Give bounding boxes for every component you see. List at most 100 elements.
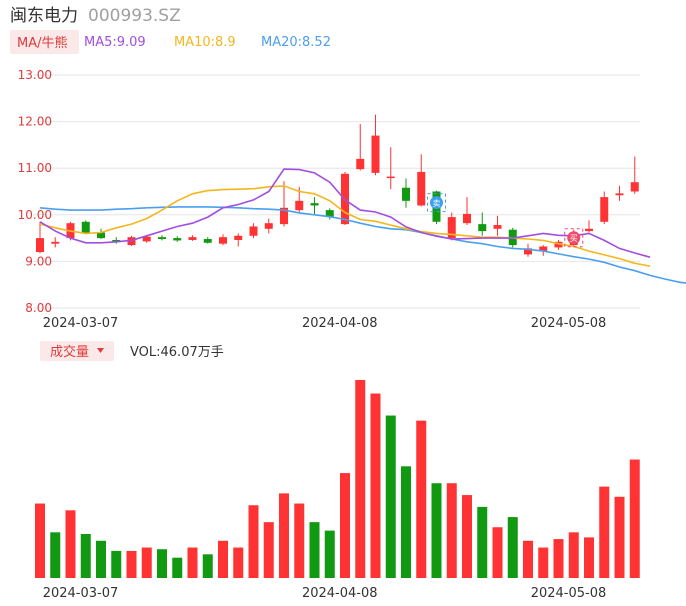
- candle-body: [81, 221, 90, 233]
- y-tick-label: 8.00: [25, 301, 52, 315]
- candle-body: [630, 182, 639, 192]
- volume-bar: [416, 420, 427, 578]
- price-gridlines: [33, 74, 640, 309]
- volume-bar: [141, 547, 152, 578]
- candlestick-series: [36, 114, 639, 257]
- volume-x-axis: 2024-03-07 2024-04-08 2024-05-08: [43, 586, 607, 601]
- candle-body: [356, 158, 365, 170]
- candle-body: [97, 232, 105, 239]
- candle-body: [447, 217, 456, 239]
- marker-label: 卖: [433, 199, 441, 208]
- price-x-axis: 2024-03-07 2024-04-08 2024-05-08: [43, 316, 607, 331]
- y-tick-label: 13.00: [18, 68, 52, 82]
- volume-bar: [35, 503, 45, 578]
- stock-name: 闽东电力: [10, 6, 78, 26]
- candle-body: [402, 187, 410, 201]
- candle-body: [524, 248, 532, 255]
- y-tick-label: 10.00: [18, 208, 52, 222]
- x-tick-label: 2024-05-08: [531, 316, 607, 331]
- candle-body: [539, 246, 548, 252]
- volume-bar: [523, 540, 533, 578]
- candle-body: [112, 239, 121, 242]
- volume-bar: [96, 540, 106, 578]
- volume-bar: [294, 503, 305, 578]
- volume-bar: [401, 466, 411, 578]
- volume-bar: [584, 537, 594, 578]
- volume-bar: [111, 550, 122, 578]
- volume-bar: [340, 473, 350, 578]
- marker-dot: [430, 196, 443, 210]
- volume-bar: [309, 522, 320, 578]
- volume-bar: [477, 506, 488, 578]
- volume-bar: [263, 522, 274, 578]
- volume-bar: [355, 380, 366, 578]
- volume-bar: [446, 483, 457, 578]
- x-tick-label: 2024-03-07: [43, 586, 119, 601]
- y-tick-label: 12.00: [18, 115, 52, 129]
- candle-body: [36, 238, 44, 253]
- candle-body: [386, 176, 395, 179]
- candle-body: [280, 207, 288, 225]
- volume-bar: [172, 557, 183, 578]
- ma5-line: [39, 168, 651, 258]
- ma5-legend: MA5:9.09: [84, 35, 146, 50]
- volume-bar: [370, 393, 381, 578]
- volume-selector-label[interactable]: 成交量: [50, 344, 89, 360]
- volume-bar: [202, 554, 213, 578]
- marker-label: 买: [570, 234, 578, 243]
- ma20-legend: MA20:8.52: [261, 35, 331, 50]
- volume-bar: [279, 493, 289, 578]
- volume-bar: [507, 517, 518, 578]
- candle-body: [158, 237, 166, 240]
- x-tick-label: 2024-04-08: [302, 586, 378, 601]
- stock-code: 000993.SZ: [88, 6, 181, 26]
- volume-bar: [233, 547, 244, 578]
- candle-body: [188, 237, 197, 240]
- volume-bar: [248, 505, 259, 578]
- x-tick-label: 2024-03-07: [43, 316, 119, 331]
- candle-body: [142, 236, 151, 242]
- candle-body: [478, 224, 487, 232]
- volume-bar: [538, 547, 549, 578]
- volume-selector-button[interactable]: [40, 341, 114, 361]
- volume-series: [35, 380, 640, 578]
- ma20-line: [39, 206, 686, 284]
- volume-bar: [385, 415, 396, 578]
- x-tick-label: 2024-05-08: [531, 586, 607, 601]
- y-tick-label: 11.00: [18, 161, 52, 175]
- candle-body: [310, 203, 319, 206]
- candle-body: [493, 225, 502, 229]
- volume-bar: [553, 539, 564, 578]
- candle-body: [234, 235, 243, 240]
- volume-bar: [50, 532, 61, 578]
- candle-body: [615, 193, 624, 196]
- ma-selector-label[interactable]: MA/牛熊: [17, 35, 68, 51]
- volume-bar: [614, 496, 625, 578]
- candle-body: [173, 238, 182, 241]
- candle-body: [585, 228, 593, 232]
- volume-bar: [218, 540, 228, 578]
- candle-body: [219, 237, 227, 244]
- candle-body: [264, 223, 273, 229]
- volume-bar: [157, 549, 167, 578]
- candle-body: [51, 241, 60, 244]
- volume-bar: [126, 550, 137, 578]
- candle-body: [295, 200, 304, 211]
- volume-bar: [324, 530, 335, 578]
- sell-marker-icon[interactable]: 卖: [427, 193, 446, 213]
- marker-frame: [427, 193, 446, 213]
- volume-bar: [462, 495, 472, 578]
- marker-frame: [564, 228, 584, 248]
- candle-body: [371, 135, 380, 173]
- x-tick-label: 2024-04-08: [302, 316, 378, 331]
- candle-body: [463, 213, 471, 224]
- buy-marker-icon[interactable]: 买: [564, 228, 584, 248]
- marker-dot: [567, 231, 581, 245]
- volume-value: VOL:46.07万手: [130, 345, 224, 360]
- volume-bar: [431, 483, 442, 578]
- ma-selector-button[interactable]: [10, 30, 79, 54]
- chevron-down-icon[interactable]: [97, 348, 104, 353]
- moving-average-lines: [39, 168, 686, 284]
- signal-markers: 卖买: [427, 193, 584, 248]
